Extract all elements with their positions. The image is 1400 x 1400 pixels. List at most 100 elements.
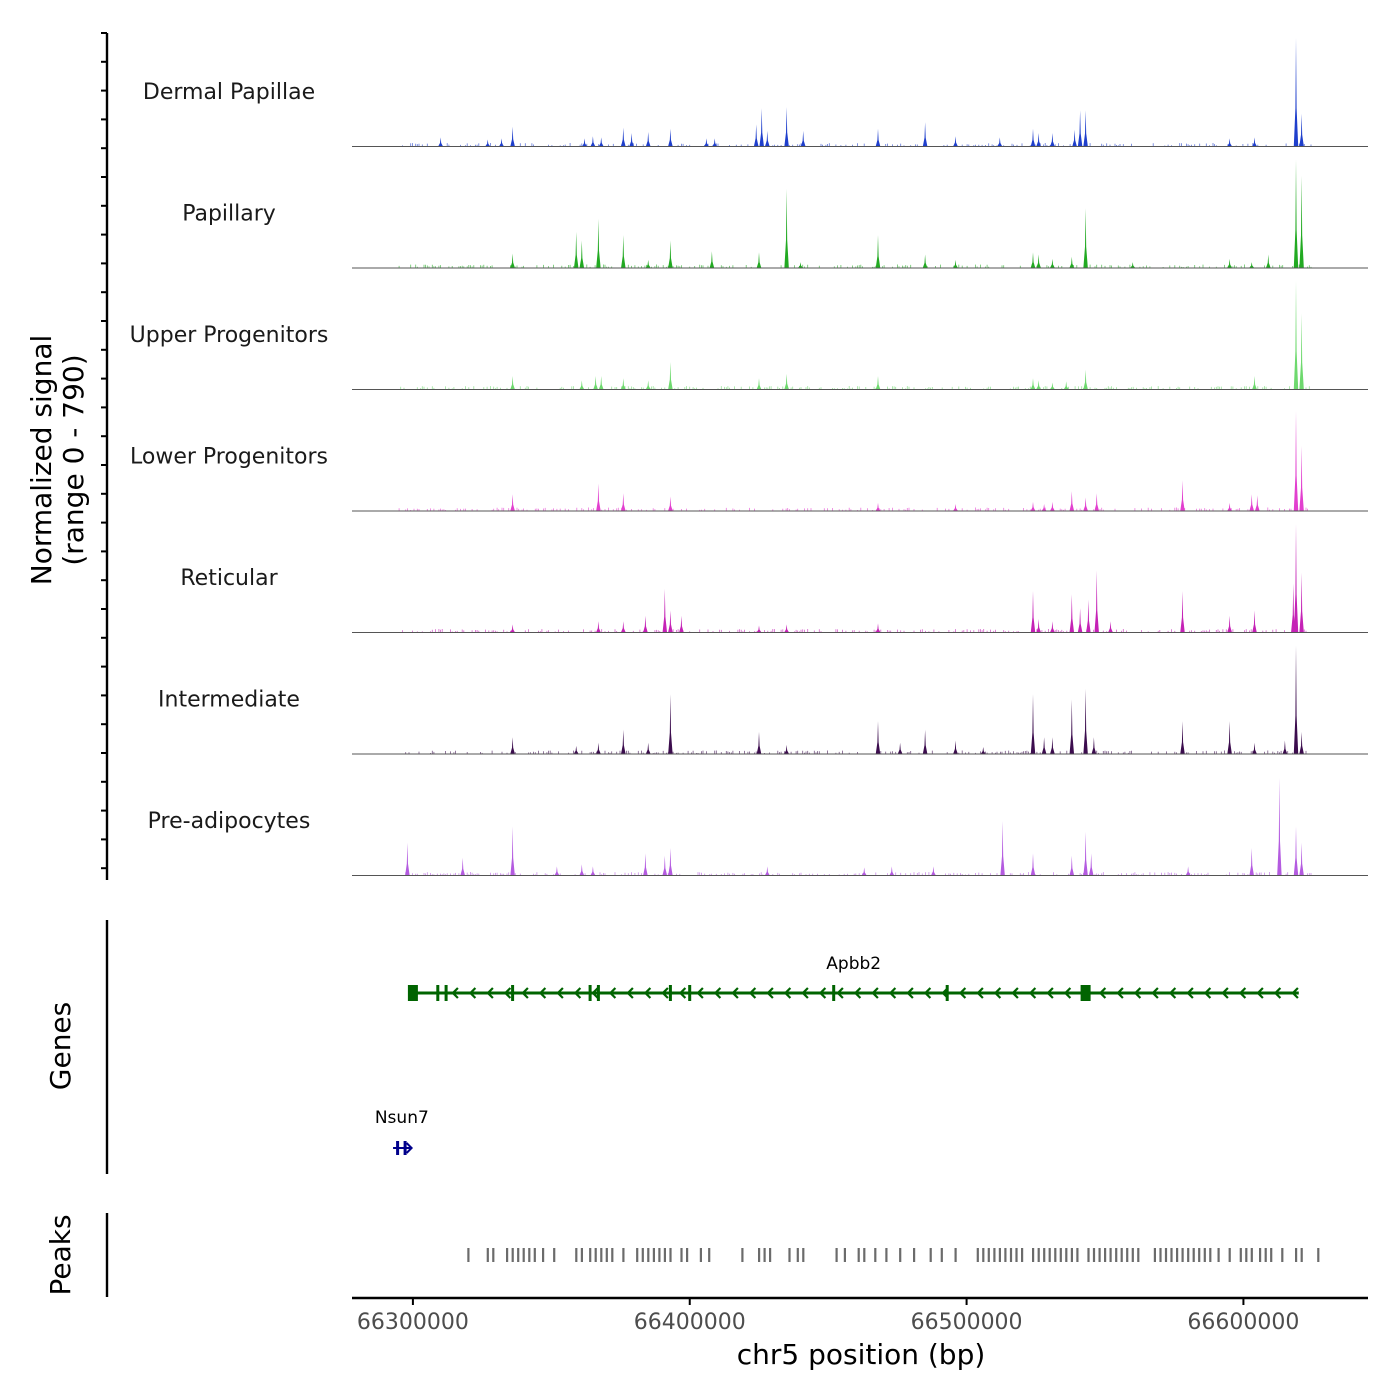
- coverage-peak: [1069, 594, 1074, 632]
- gene-exon: [596, 985, 600, 1001]
- peak-mark: [1317, 1248, 1320, 1262]
- peak-mark: [763, 1248, 766, 1262]
- coverage-peak: [510, 737, 515, 754]
- peak-mark: [913, 1248, 916, 1262]
- gene-exon: [444, 985, 448, 1001]
- track-label: Intermediate: [158, 688, 300, 713]
- coverage-peak: [668, 694, 673, 754]
- peak-mark: [1281, 1248, 1284, 1262]
- coverage-peak: [646, 259, 651, 268]
- coverage-peak: [1282, 740, 1288, 754]
- coverage-peak: [1299, 572, 1304, 632]
- gene-exon: [668, 985, 672, 1001]
- strand-arrow: [1116, 987, 1124, 999]
- coverage-track-7: Pre-adipocytes: [148, 777, 1368, 876]
- strand-arrow: [696, 987, 704, 999]
- coverage-peak: [875, 235, 881, 268]
- coverage-peak: [668, 848, 673, 875]
- coverage-peak: [1249, 494, 1254, 511]
- peak-mark: [511, 1248, 514, 1262]
- peak-mark: [1264, 1248, 1267, 1262]
- strand-arrow: [678, 987, 687, 999]
- coverage-peak: [596, 742, 601, 754]
- coverage-peak: [1277, 777, 1282, 875]
- strand-arrow: [853, 987, 862, 999]
- coverage-peak: [510, 624, 515, 632]
- coverage-peak: [1094, 570, 1099, 632]
- coverage-peak: [593, 376, 598, 389]
- coverage-peak: [1083, 208, 1088, 268]
- coverage-peak: [1077, 608, 1083, 632]
- peak-mark: [1181, 1248, 1184, 1262]
- peak-mark: [741, 1248, 744, 1262]
- coverage-peak: [1030, 694, 1036, 754]
- coverage-peak: [1089, 853, 1094, 875]
- peak-mark: [600, 1248, 603, 1262]
- coverage-peak: [922, 254, 928, 268]
- coverage-peak: [931, 866, 936, 875]
- coverage-y-title-line1: Normalized signal: [25, 335, 58, 586]
- coverage-peak: [922, 122, 928, 146]
- coverage-peak: [643, 615, 648, 632]
- coverage-peak: [798, 262, 803, 268]
- track-noise: [405, 872, 1312, 875]
- coverage-peak: [1108, 621, 1113, 632]
- peak-mark: [1164, 1248, 1168, 1262]
- gene-exon: [832, 985, 836, 1001]
- coverage-peak: [897, 742, 903, 754]
- coverage-peak: [1069, 855, 1074, 875]
- coverage-peak: [1293, 281, 1299, 389]
- peak-mark: [929, 1248, 932, 1262]
- coverage-peak: [953, 504, 958, 511]
- coverage-peak: [579, 864, 584, 875]
- coverage-peak: [662, 588, 667, 632]
- peak-mark: [1153, 1248, 1156, 1262]
- peak-mark: [641, 1248, 644, 1262]
- coverage-peak: [1180, 480, 1185, 511]
- coverage-peak: [668, 496, 673, 511]
- strand-arrow: [713, 987, 722, 999]
- peak-mark: [1131, 1248, 1134, 1262]
- peak-mark: [1120, 1248, 1123, 1262]
- coverage-peak: [1249, 262, 1254, 268]
- track-noise: [402, 629, 1307, 632]
- peak-mark: [1137, 1248, 1140, 1262]
- coverage-peak: [1180, 721, 1185, 754]
- coverage-peak: [1083, 369, 1088, 389]
- coverage-peak: [1036, 254, 1041, 268]
- peak-mark: [863, 1248, 866, 1262]
- coverage-peak: [712, 138, 717, 146]
- peak-mark: [796, 1248, 799, 1262]
- coverage-peak: [646, 380, 651, 389]
- peak-mark: [874, 1248, 877, 1262]
- coverage-peak: [643, 853, 648, 875]
- coverage-peak: [554, 866, 560, 875]
- coverage-peak: [646, 742, 651, 754]
- strand-arrow: [1151, 987, 1159, 999]
- track-noise: [402, 143, 1312, 146]
- coverage-peak: [668, 362, 673, 389]
- track-label: Pre-adipocytes: [148, 809, 311, 834]
- strand-arrow: [906, 987, 914, 999]
- coverage-peak: [596, 483, 601, 511]
- track-noise: [398, 264, 1312, 268]
- strand-arrow: [958, 987, 967, 999]
- coverage-peak: [582, 138, 587, 146]
- strand-arrow: [766, 987, 774, 999]
- peak-mark: [686, 1248, 689, 1262]
- coverage-peak: [599, 376, 604, 389]
- peak-mark: [486, 1248, 489, 1262]
- gene-exon: [396, 1141, 400, 1155]
- coverage-peak: [1030, 591, 1036, 632]
- gene-exon: [403, 1141, 407, 1155]
- coverage-peak: [1069, 699, 1074, 754]
- coverage-peak: [1180, 591, 1185, 632]
- track-label: Papillary: [182, 202, 276, 227]
- coverage-peak: [1255, 495, 1260, 511]
- strand-arrow: [731, 987, 739, 999]
- coverage-peak: [1249, 848, 1254, 875]
- track-noise: [398, 507, 1308, 511]
- coverage-peak: [1094, 493, 1099, 511]
- coverage-peak: [1086, 599, 1091, 632]
- peak-mark: [611, 1248, 614, 1262]
